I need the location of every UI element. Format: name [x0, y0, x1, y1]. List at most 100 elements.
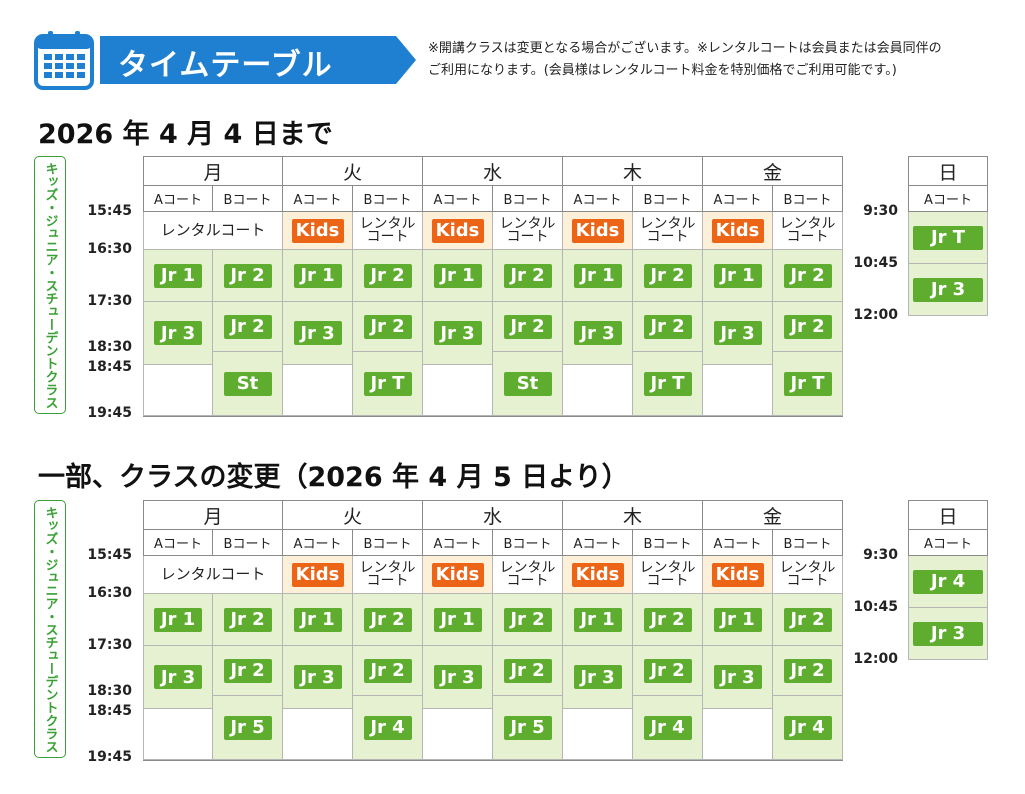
class-badge: Jr 3 — [713, 665, 762, 689]
empty-cell — [563, 365, 633, 416]
class-cell: Jr T — [353, 352, 423, 416]
class-cell: Jr 2 — [213, 250, 283, 302]
day-header: 金 — [703, 156, 843, 186]
time-label: 17:30 — [87, 293, 132, 309]
class-cell: Jr 3 — [283, 646, 353, 709]
class-badge: Jr 2 — [363, 658, 412, 683]
class-badge: Jr 2 — [643, 314, 692, 339]
class-cell: Jr 2 — [633, 594, 703, 646]
day-header: 水 — [423, 156, 563, 186]
class-badge: St — [503, 371, 552, 396]
rental-cell-monday: レンタルコート — [143, 212, 283, 250]
class-cell: Jr 1 — [283, 250, 353, 302]
time-label: 16:30 — [87, 241, 132, 257]
court-header-sunday: Aコート — [908, 530, 988, 556]
day-header: 金 — [703, 500, 843, 530]
class-cell: Jr 2 — [773, 250, 843, 302]
rental-line-2: コート — [506, 572, 549, 589]
class-badge: Jr 2 — [223, 263, 272, 288]
court-header: Aコート — [143, 530, 213, 556]
kids-cell: Kids — [423, 556, 493, 594]
class-cell: Jr 1 — [143, 250, 213, 302]
class-cell: Jr T — [773, 352, 843, 416]
class-cell: Jr 1 — [283, 594, 353, 646]
rental-line-2: コート — [506, 228, 549, 245]
court-header: Aコート — [283, 530, 353, 556]
class-cell: Jr 3 — [703, 302, 773, 365]
class-cell: St — [213, 352, 283, 416]
class-badge: Jr 3 — [154, 321, 202, 345]
court-header: Bコート — [493, 186, 563, 212]
court-header: Aコート — [563, 186, 633, 212]
kids-cell: Kids — [423, 212, 493, 250]
court-header: Aコート — [423, 186, 493, 212]
rental-court-label: レンタルコート — [779, 215, 836, 245]
class-badge: Jr 2 — [503, 607, 552, 632]
empty-cell — [423, 709, 493, 760]
timetable: キッズ・ジュニア・スチューデントクラス月 Aコート Bコート火 Aコート Bコート水 Aコ… — [0, 156, 1025, 426]
day-header-sunday: 日 — [908, 500, 988, 530]
kids-cell: Kids — [703, 556, 773, 594]
class-cell: Jr 5 — [213, 696, 283, 760]
class-cell: Jr 3 — [143, 302, 213, 365]
class-badge: Jr T — [783, 371, 832, 396]
class-cell: Jr 2 — [213, 646, 283, 696]
rental-line-2: コート — [646, 228, 689, 245]
class-cell: Jr 3 — [143, 646, 213, 709]
page-title: タイムテーブル — [118, 48, 333, 83]
empty-cell — [283, 709, 353, 760]
class-cell: Jr 1 — [563, 594, 633, 646]
class-cell: Jr 2 — [213, 302, 283, 352]
class-badge: Jr 3 — [713, 321, 762, 345]
class-badge: Jr 1 — [713, 607, 762, 632]
kids-class-badge: Kids — [571, 218, 624, 243]
time-label: 18:30 — [87, 339, 132, 355]
court-header: Bコート — [773, 530, 843, 556]
rental-line-2: コート — [786, 228, 829, 245]
day-header: 水 — [423, 500, 563, 530]
rental-court-label: レンタルコート — [360, 217, 416, 244]
kids-class-badge: Kids — [431, 562, 484, 587]
class-cell: Jr 2 — [773, 594, 843, 646]
class-cell: Jr 2 — [773, 646, 843, 696]
time-label: 16:30 — [87, 585, 132, 601]
empty-cell — [283, 365, 353, 416]
kids-class-badge: Kids — [711, 218, 764, 243]
court-header: Bコート — [633, 530, 703, 556]
class-badge: Jr 2 — [783, 658, 832, 683]
day-header: 木 — [563, 500, 703, 530]
class-cell: Jr 2 — [493, 646, 563, 696]
class-badge: Jr 2 — [643, 263, 692, 288]
day-header: 火 — [283, 156, 423, 186]
court-header: Aコート — [423, 530, 493, 556]
rental-line-1: レンタル — [779, 215, 836, 232]
rental-cell: レンタル コート — [353, 556, 423, 594]
time-label: 19:45 — [87, 749, 132, 765]
court-header: Aコート — [703, 186, 773, 212]
time-label-sunday: 12:00 — [853, 651, 898, 667]
notice-line-1: ※開講クラスは変更となる場合がございます。※レンタルコートは会員または会員同伴の — [428, 41, 942, 56]
rental-line-1: レンタル — [499, 559, 556, 576]
class-badge: Jr 5 — [503, 715, 552, 740]
class-badge: Jr 4 — [913, 569, 983, 594]
time-label: 17:30 — [87, 637, 132, 653]
court-header: Bコート — [633, 186, 703, 212]
class-badge: Jr T — [913, 225, 983, 250]
class-cell: Jr 2 — [353, 250, 423, 302]
rental-cell: レンタル コート — [493, 556, 563, 594]
sunday-class-cell: Jr 3 — [908, 608, 988, 660]
notice-text: ※開講クラスは変更となる場合がございます。※レンタルコートは会員または会員同伴の… — [428, 38, 1018, 82]
kids-cell: Kids — [703, 212, 773, 250]
court-header: Bコート — [213, 186, 283, 212]
class-badge: Jr 2 — [363, 263, 412, 288]
class-badge: Jr 2 — [783, 314, 832, 339]
empty-cell — [423, 365, 493, 416]
sunday-class-cell: Jr T — [908, 212, 988, 264]
kids-cell: Kids — [283, 212, 353, 250]
class-badge: Jr 1 — [293, 263, 342, 288]
time-label-sunday: 9:30 — [863, 203, 898, 219]
calendar-icon — [34, 30, 96, 92]
court-header: Bコート — [353, 530, 423, 556]
rental-cell: レンタル コート — [773, 556, 843, 594]
class-cell: Jr 1 — [563, 250, 633, 302]
